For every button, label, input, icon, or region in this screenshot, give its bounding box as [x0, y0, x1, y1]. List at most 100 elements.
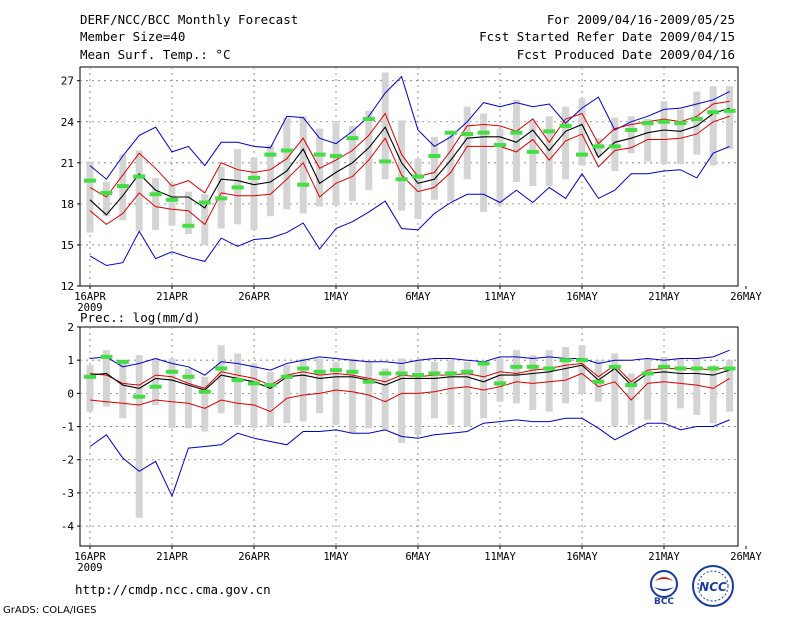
precip-observed-mark [346, 369, 359, 374]
precip-range-bar [627, 373, 635, 425]
precip-xtick-label: 26APR [238, 551, 270, 563]
temp-range-bar [250, 157, 258, 230]
temp-observed-mark [149, 192, 162, 197]
precip-range-bar [480, 363, 488, 419]
precip-range-bar [316, 358, 324, 414]
precip-plot [84, 345, 736, 518]
temp-range-bar [414, 158, 422, 219]
precip-xtick-label: 26MAY [730, 551, 762, 563]
precip-range-bar [611, 353, 619, 427]
precip-observed-mark [592, 379, 605, 384]
bcc-logo-text: BCC [654, 597, 674, 607]
temp-observed-mark [674, 121, 687, 126]
forecast-period: For 2009/04/16-2009/05/25 [546, 12, 735, 27]
temp-observed-mark [330, 153, 342, 158]
temp-range-bar [430, 136, 438, 200]
precip-range-bar [201, 376, 209, 432]
temp-range-bar [611, 117, 619, 172]
temp-xtick-sublabel: 2009 [77, 302, 102, 314]
precip-ytick-label: -2 [61, 454, 74, 467]
grads-credit: GrADS: COLA/IGES [3, 605, 97, 616]
precip-ytick-label: 1 [67, 354, 74, 367]
temp-range-bar [398, 120, 406, 211]
temp-observed-mark [543, 129, 556, 134]
temp-observed-mark [116, 184, 129, 189]
temp-xtick-label: 1MAY [323, 291, 349, 303]
precip-observed-mark [543, 366, 556, 371]
precip-observed-mark [444, 371, 457, 376]
precip-ytick-label: 2 [67, 321, 74, 334]
started-date: Fcst Started Refer Date 2009/04/15 [479, 29, 735, 44]
precip-observed-mark [641, 371, 654, 376]
temp-observed-mark [477, 130, 490, 135]
temp-range-bar [627, 116, 635, 154]
temp-range-bar [299, 116, 307, 214]
precip-observed-mark [84, 374, 96, 379]
temp-observed-mark [346, 136, 359, 141]
precip-observed-mark [166, 369, 178, 374]
temp-range-bar [184, 191, 192, 234]
precip-range-bar [430, 361, 438, 419]
temp-series-p75 [89, 100, 730, 198]
precip-range-bar [299, 358, 307, 422]
precip-observed-mark [149, 384, 162, 389]
temp-range-bar [152, 177, 160, 230]
precip-range-bar [283, 365, 291, 424]
precip-range-bar [184, 368, 192, 429]
precip-observed-mark [658, 364, 670, 369]
precip-observed-mark [559, 358, 572, 363]
temp-observed-mark [494, 143, 506, 148]
precip-range-bar [660, 356, 668, 422]
temp-xtick-label: 11MAY [484, 291, 516, 303]
temp-observed-mark [658, 119, 670, 124]
precip-range-bar [119, 361, 127, 419]
precip-range-bar [381, 368, 389, 430]
temp-ytick-label: 12 [61, 280, 74, 293]
precip-range-bar [545, 350, 553, 412]
precip-ytick-label: -1 [61, 421, 74, 434]
precip-observed-mark [215, 366, 228, 371]
temp-ytick-label: 27 [61, 75, 74, 88]
temp-range-bar [709, 86, 717, 166]
temp-range-bar [365, 110, 373, 191]
precip-observed-mark [133, 394, 146, 399]
precip-range-bar [152, 358, 160, 405]
precip-series-mean [89, 364, 730, 391]
temp-range-bar [283, 117, 291, 210]
ncc-logo-text: NCC [699, 580, 727, 594]
precip-observed-mark [116, 359, 129, 364]
temp-observed-mark [362, 117, 375, 122]
precip-series-min [89, 417, 730, 498]
temp-range-bar [676, 109, 684, 165]
precip-range-bar [529, 355, 537, 410]
temp-ytick-label: 15 [61, 239, 74, 252]
temp-ytick-label: 24 [61, 116, 75, 129]
precip-range-bar [348, 358, 356, 434]
temp-observed-mark [231, 185, 244, 190]
precip-range-bar [496, 358, 504, 402]
precip-observed-mark [674, 366, 687, 371]
temp-observed-mark [510, 130, 523, 135]
precip-observed-mark [510, 364, 523, 369]
temp-xtick-label: 26MAY [730, 291, 762, 303]
precip-observed-mark [231, 378, 244, 383]
precip-range-bar [709, 365, 717, 424]
precip-series-p75 [89, 362, 730, 389]
precip-observed-mark [182, 374, 195, 379]
precip-observed-mark [313, 369, 326, 374]
precip-xtick-label: 6MAY [405, 551, 431, 563]
precip-title: Prec.: log(mm/d) [80, 310, 200, 325]
temp-range-bar [381, 72, 389, 180]
temp-range-bar [578, 98, 586, 166]
temp-xtick-label: 21MAY [648, 291, 680, 303]
temp-observed-mark [297, 182, 310, 187]
temp-observed-mark [428, 153, 441, 158]
precip-observed-mark [723, 366, 736, 371]
bcc-logo: BCC [644, 567, 688, 611]
site-url[interactable]: http://cmdp.ncc.cma.gov.cn [75, 582, 271, 597]
temp-xtick-label: 26APR [238, 291, 270, 303]
precip-observed-mark [625, 383, 638, 388]
temp-observed-mark [707, 110, 720, 115]
temp-observed-mark [198, 200, 211, 205]
